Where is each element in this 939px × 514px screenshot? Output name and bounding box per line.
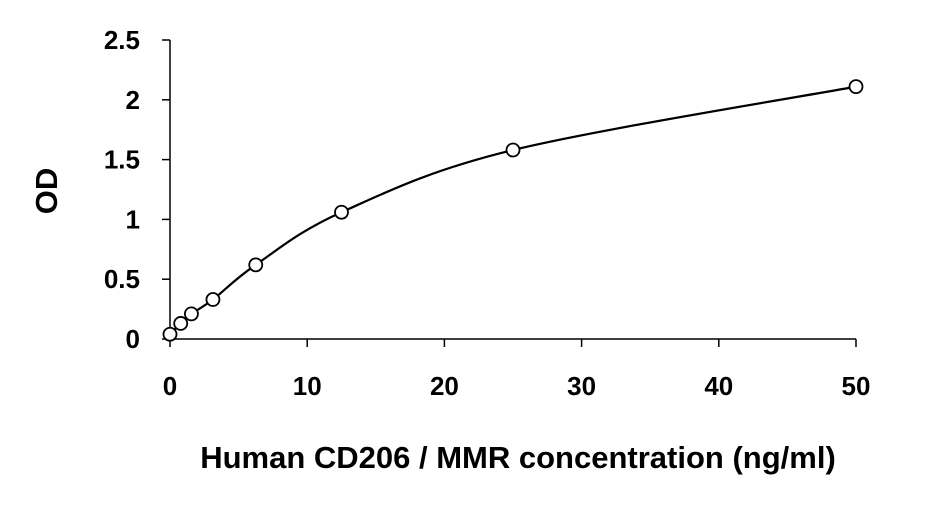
x-tick-label: 10: [293, 371, 322, 401]
y-tick-label: 1.5: [104, 145, 140, 175]
data-point: [205, 292, 221, 307]
data-point: [505, 142, 521, 158]
data-point: [848, 79, 864, 95]
fit-curve-line: [169, 85, 857, 335]
y-tick-label: 0.5: [104, 264, 140, 294]
axes: [162, 39, 857, 347]
x-tick-label: 30: [567, 371, 596, 401]
data-point: [173, 316, 189, 331]
y-tick-label: 2.5: [104, 25, 140, 55]
y-tick-label: 1: [126, 204, 140, 234]
data-point: [248, 257, 264, 273]
data-points: [162, 79, 864, 342]
data-point: [334, 204, 349, 220]
tick-labels: 0 0.5 1 1.5 2 2.5 0 10 20 30 40 50: [104, 25, 871, 401]
x-axis-title: Human CD206 / MMR concentration (ng/ml): [200, 440, 836, 475]
y-axis-title: OD: [29, 168, 64, 215]
y-tick-label: 0: [126, 324, 140, 354]
x-tick-label: 0: [163, 371, 177, 401]
x-tick-label: 20: [430, 371, 459, 401]
data-point: [162, 326, 178, 342]
fit-curve-group: [169, 85, 857, 335]
x-tick-label: 50: [842, 371, 871, 401]
y-tick-label: 2: [126, 85, 140, 115]
x-tick-label: 40: [704, 371, 733, 401]
data-point: [184, 306, 199, 322]
